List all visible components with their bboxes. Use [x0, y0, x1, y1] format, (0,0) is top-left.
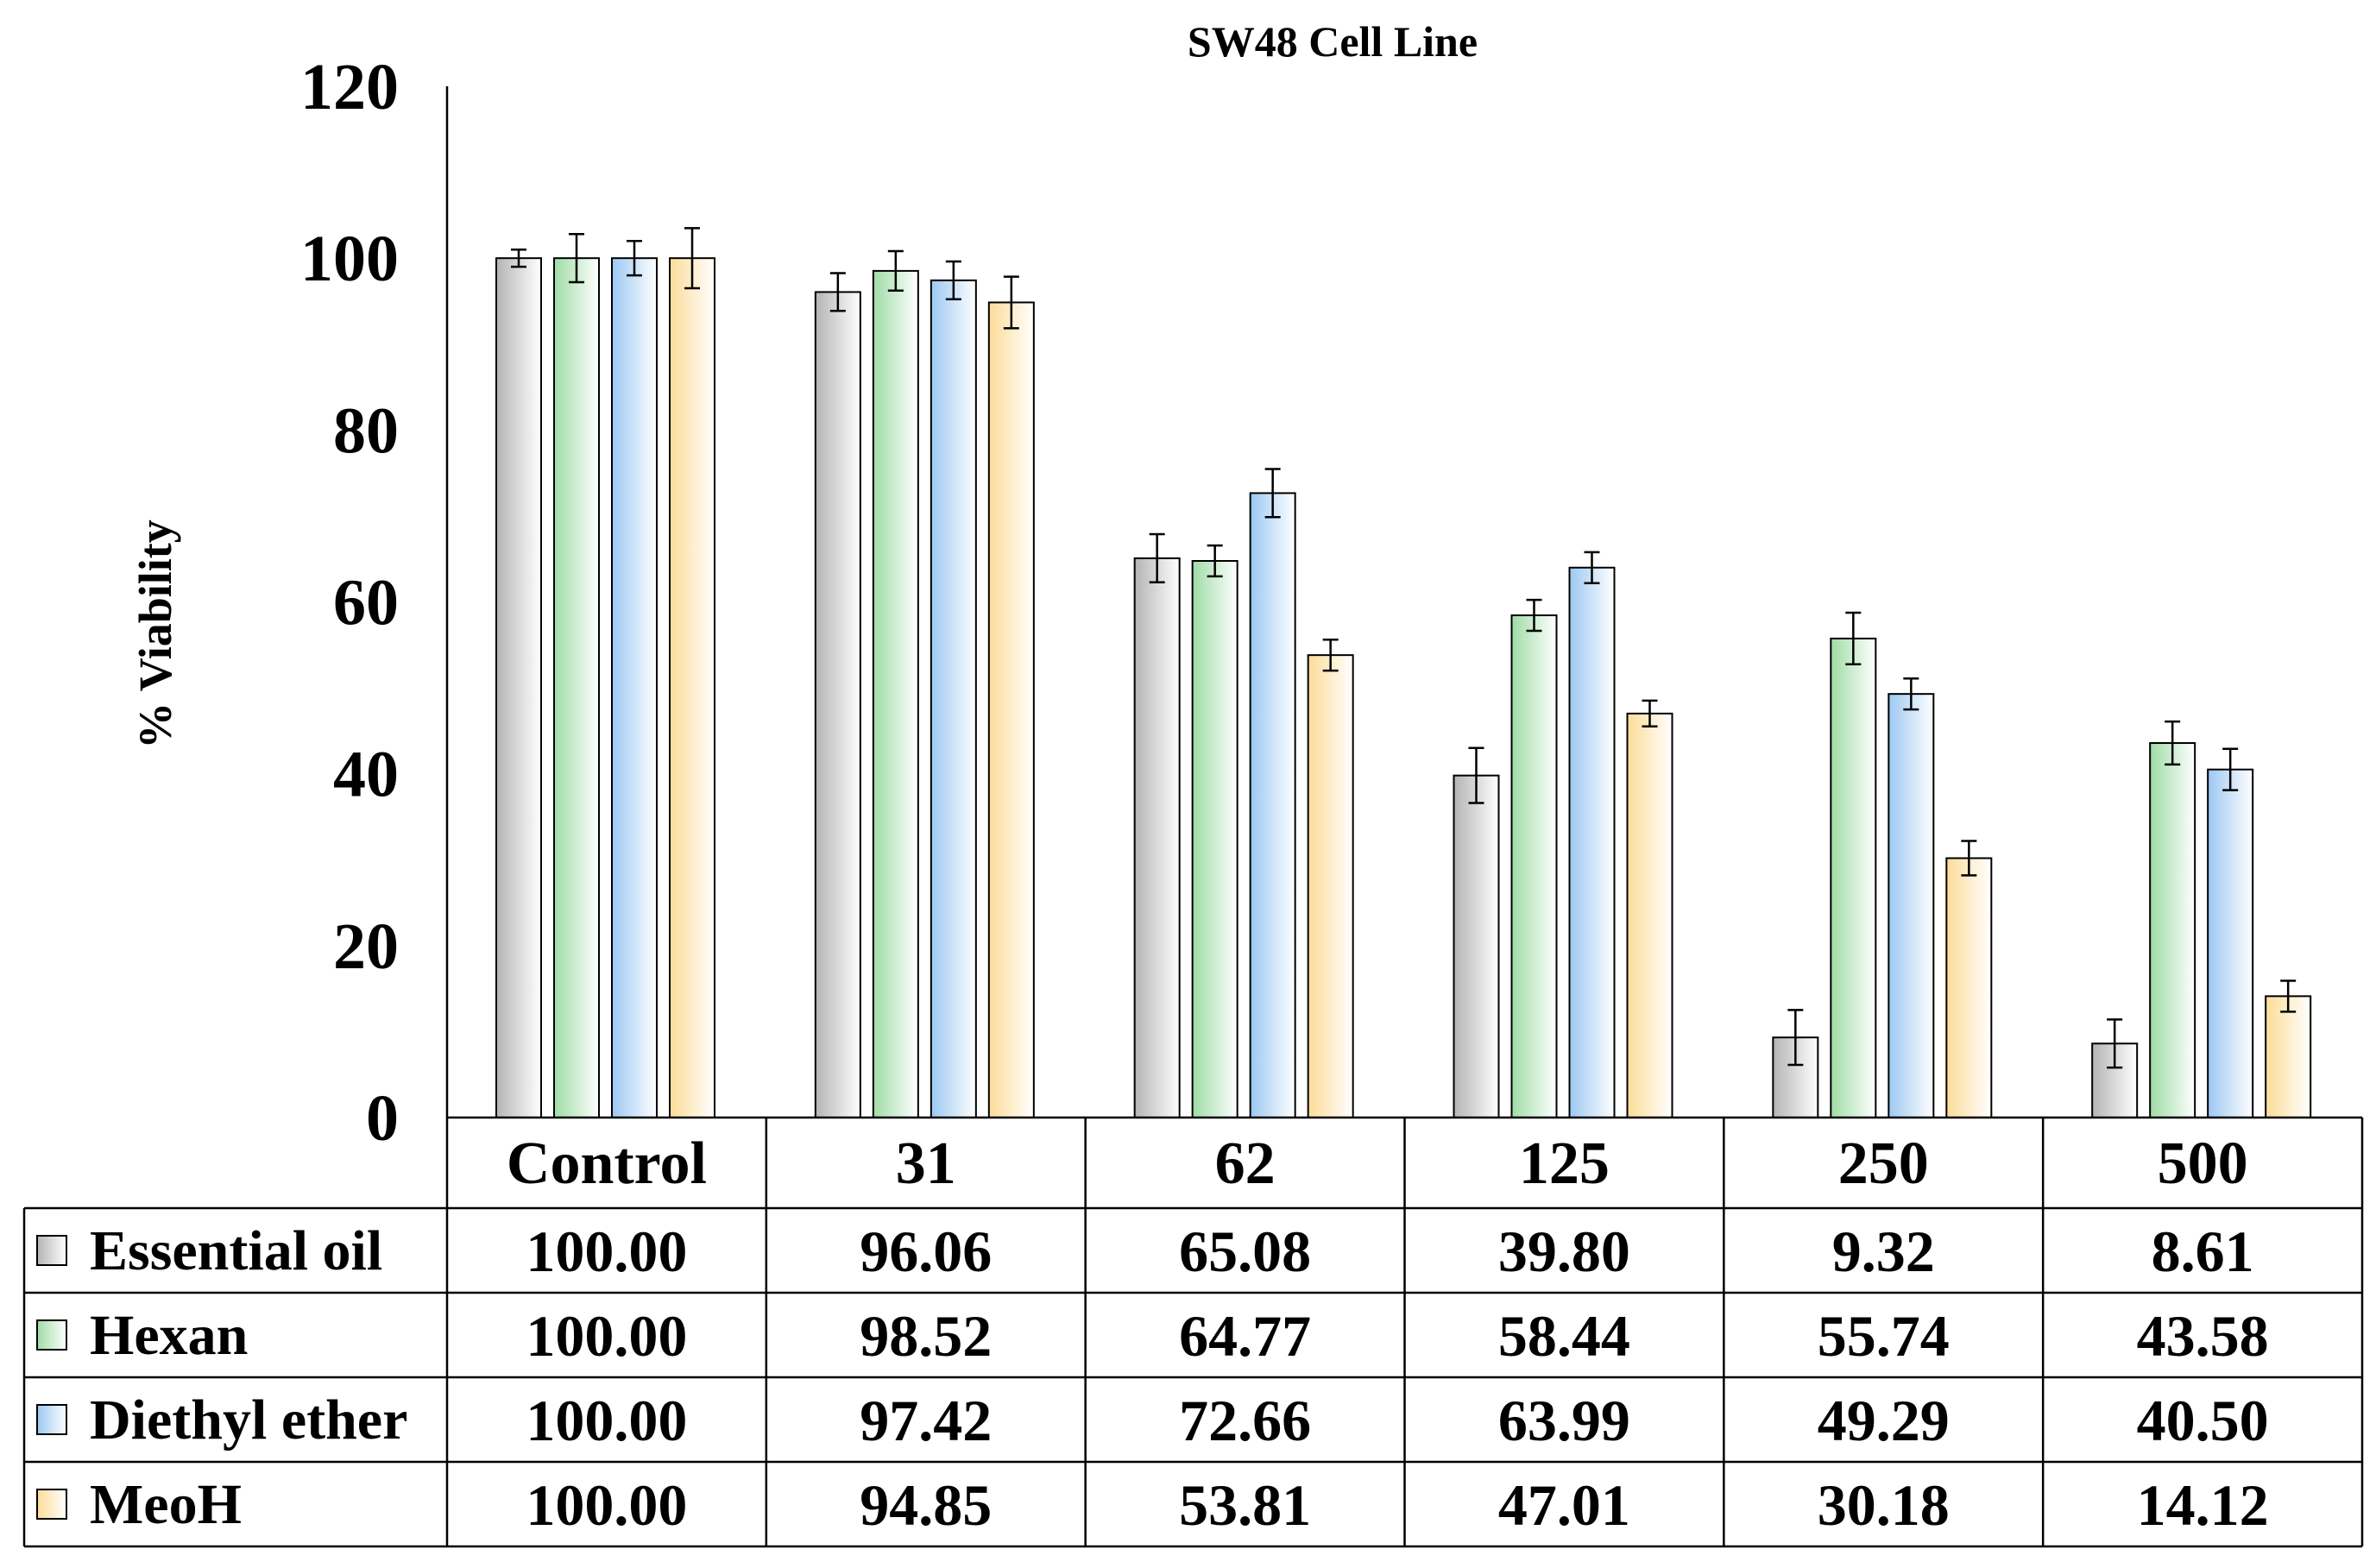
bar	[669, 257, 715, 1118]
y-tick-label: 120	[300, 51, 399, 123]
bar	[1888, 693, 1935, 1118]
bar	[1133, 557, 1181, 1118]
legend-swatch	[36, 1404, 67, 1435]
bar	[872, 269, 919, 1118]
data-label: 98.52	[860, 1303, 992, 1369]
data-label: 100.00	[526, 1388, 687, 1453]
data-table: Control 31 62 125 250 500 Essential oil 100.00 9…	[22, 1116, 2364, 1548]
data-label: 8.61	[2152, 1219, 2254, 1284]
bar	[2207, 768, 2254, 1118]
legend-swatch	[36, 1319, 67, 1351]
data-label: 43.58	[2137, 1303, 2269, 1369]
bar	[1453, 774, 1500, 1118]
bar	[1945, 857, 1993, 1119]
x-tick-label: 500	[2158, 1130, 2248, 1197]
bar	[1830, 637, 1877, 1118]
bar	[1510, 614, 1558, 1118]
data-label: 58.44	[1498, 1303, 1630, 1369]
data-label: 9.32	[1832, 1219, 1935, 1284]
legend-label: Essential oil	[90, 1219, 382, 1282]
data-label: 100.00	[526, 1219, 687, 1284]
y-axis-ticks: 0 20 40 60 80 100 120	[300, 51, 399, 1155]
data-label: 14.12	[2137, 1472, 2269, 1538]
data-label: 49.29	[1818, 1388, 1950, 1453]
legend-swatch	[36, 1235, 67, 1266]
legend-swatch	[36, 1489, 67, 1520]
y-tick-label: 20	[333, 910, 399, 983]
data-label: 47.01	[1498, 1472, 1630, 1538]
x-tick-label: 31	[896, 1130, 956, 1197]
bar	[1772, 1036, 1819, 1119]
bar	[1626, 712, 1673, 1118]
legend-label: Hexan	[90, 1304, 248, 1367]
bar	[1307, 654, 1354, 1118]
legend-label: MeoH	[90, 1473, 242, 1536]
y-tick-label: 100	[300, 223, 399, 295]
y-tick-label: 0	[366, 1082, 399, 1155]
data-label: 63.99	[1498, 1388, 1630, 1453]
bar	[987, 301, 1035, 1118]
bar	[814, 291, 861, 1118]
bar	[1191, 559, 1238, 1118]
data-label: 100.00	[526, 1472, 687, 1538]
bar	[553, 257, 600, 1118]
data-label: 96.06	[860, 1219, 992, 1284]
bar	[930, 279, 977, 1118]
y-tick-label: 80	[333, 394, 399, 467]
bar	[611, 257, 658, 1118]
data-label: 53.81	[1179, 1472, 1311, 1538]
bar	[1568, 566, 1616, 1118]
bar	[2265, 995, 2312, 1118]
chart-title: SW48 Cell Line	[1188, 17, 1478, 66]
data-label: 100.00	[526, 1303, 687, 1369]
bar	[1249, 492, 1296, 1118]
data-label: 55.74	[1818, 1303, 1950, 1369]
data-label: 40.50	[2137, 1388, 2269, 1453]
data-label: 39.80	[1498, 1219, 1630, 1284]
y-tick-label: 60	[333, 567, 399, 639]
data-label: 30.18	[1818, 1472, 1950, 1538]
y-tick-label: 40	[333, 739, 399, 811]
bar	[495, 257, 542, 1118]
x-tick-label: 62	[1215, 1130, 1276, 1197]
bars	[495, 227, 2312, 1119]
x-tick-label: 125	[1519, 1130, 1610, 1197]
data-label: 65.08	[1179, 1219, 1311, 1284]
data-label: 72.66	[1179, 1388, 1311, 1453]
x-tick-label: Control	[507, 1130, 707, 1197]
data-label: 64.77	[1179, 1303, 1311, 1369]
legend-label: Diethyl ether	[90, 1389, 407, 1452]
x-tick-label: 250	[1838, 1130, 1929, 1197]
bar	[2149, 742, 2196, 1118]
data-label: 97.42	[860, 1388, 992, 1453]
data-label: 94.85	[860, 1472, 992, 1538]
y-axis-label: % Viability	[129, 520, 181, 749]
